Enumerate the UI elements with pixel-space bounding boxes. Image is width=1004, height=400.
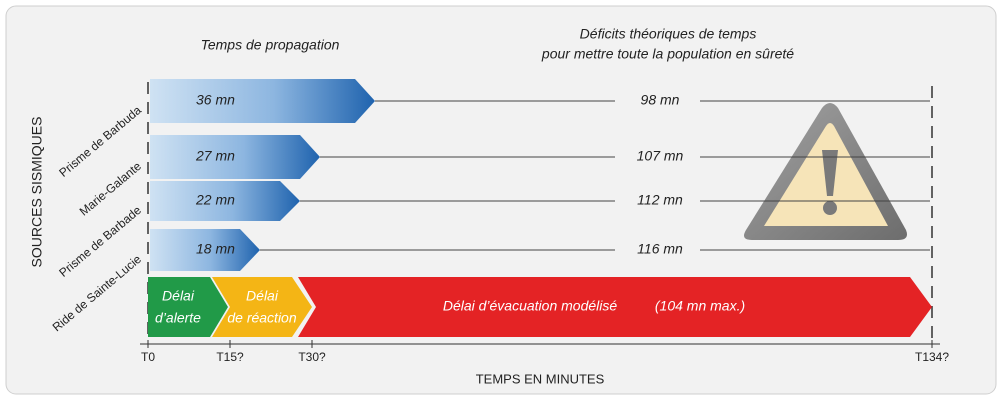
- x-tick-label: T15?: [216, 350, 244, 364]
- evacuation-max: (104 mn max.): [655, 298, 745, 314]
- x-tick-label: T134?: [915, 350, 949, 364]
- x-tick-label: T30?: [298, 350, 326, 364]
- propagation-label: 22 mn: [195, 192, 235, 208]
- warning-icon: [744, 103, 907, 240]
- alert-label: Délai: [162, 288, 195, 304]
- reaction-label: de réaction: [227, 310, 296, 326]
- deficit-label: 116 mn: [637, 241, 683, 257]
- deficit-title: Déficits théoriques de temps: [580, 26, 757, 42]
- propagation-arrow: [150, 181, 300, 221]
- x-tick-label: T0: [141, 350, 155, 364]
- propagation-arrow: [150, 135, 320, 179]
- reaction-label: Délai: [246, 288, 279, 304]
- propagation-arrow: [150, 229, 260, 271]
- propagation-label: 27 mn: [195, 148, 235, 164]
- propagation-title: Temps de propagation: [201, 37, 340, 53]
- deficit-title: pour mettre toute la population en sûret…: [541, 46, 794, 62]
- y-axis-label: SOURCES SISMIQUES: [29, 117, 45, 268]
- propagation-label: 36 mn: [196, 92, 235, 108]
- reaction-phase: [212, 277, 312, 337]
- deficit-label: 98 mn: [641, 92, 680, 108]
- deficit-label: 112 mn: [637, 192, 683, 208]
- propagation-arrow: [150, 79, 375, 123]
- evacuation-phase: [298, 277, 932, 337]
- x-axis-label: TEMPS EN MINUTES: [476, 371, 605, 386]
- deficit-label: 107 mn: [637, 148, 684, 164]
- evacuation-label: Délai d’évacuation modélisé: [443, 298, 618, 314]
- propagation-label: 18 mn: [196, 241, 235, 257]
- alert-label: d’alerte: [155, 310, 201, 326]
- alert-phase: [148, 277, 228, 337]
